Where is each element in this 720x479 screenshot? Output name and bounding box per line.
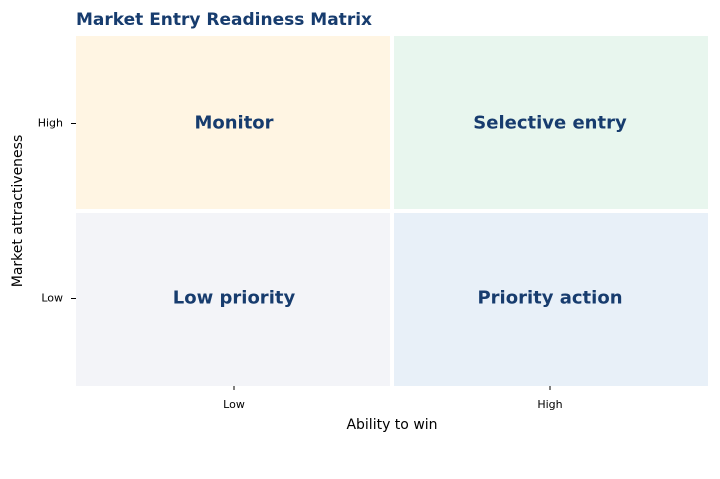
y-tick-label: Low — [41, 292, 63, 305]
y-axis-label: Market attractiveness — [10, 135, 26, 288]
quadrant — [394, 213, 708, 386]
quadrant — [76, 213, 390, 386]
x-axis-label: Ability to win — [346, 417, 437, 433]
chart-title: Market Entry Readiness Matrix — [76, 10, 372, 30]
quadrant — [394, 36, 708, 209]
quadrant-label: Monitor — [194, 113, 273, 134]
quadrant — [76, 36, 390, 209]
quadrant-label: Selective entry — [473, 113, 627, 134]
quadrant-label: Priority action — [477, 288, 622, 309]
quadrant-label: Low priority — [173, 288, 296, 309]
x-tick-label: Low — [223, 398, 245, 411]
x-tick-label: High — [537, 398, 562, 411]
y-tick-label: High — [38, 117, 63, 130]
